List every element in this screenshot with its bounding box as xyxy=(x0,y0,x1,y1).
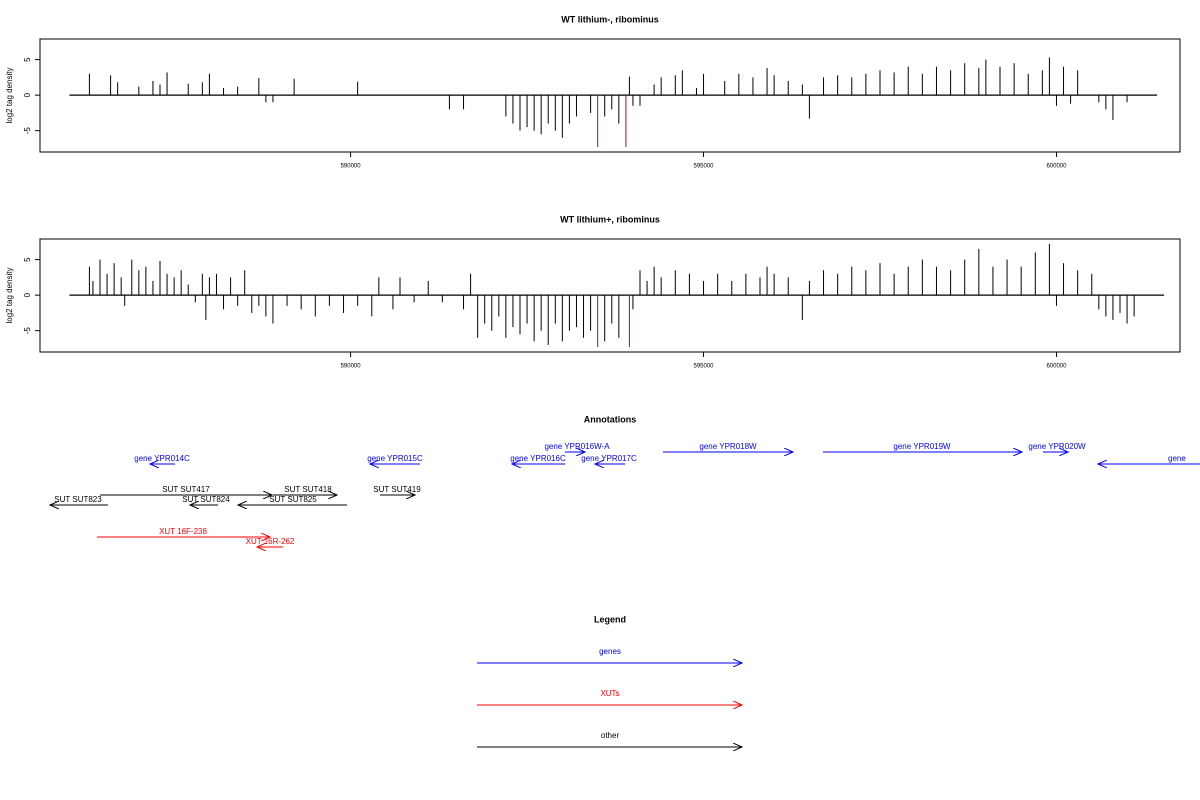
feature-label: gene YPR016C xyxy=(510,454,566,463)
feature-label: gene YPR017C xyxy=(581,454,637,463)
y-axis-label: log2 tag density xyxy=(5,267,14,323)
chart-title: WT lithium+, ribominus xyxy=(560,214,660,224)
x-tick-label: 595000 xyxy=(694,364,715,370)
y-tick-label: -5 xyxy=(23,327,32,335)
chart-title: WT lithium-, ribominus xyxy=(561,14,659,24)
y-tick-label: 5 xyxy=(23,257,32,262)
x-tick-label: 590000 xyxy=(341,164,362,170)
x-tick-label: 600000 xyxy=(1046,364,1067,370)
y-tick-label: 0 xyxy=(23,292,32,297)
x-tick-label: 590000 xyxy=(341,364,362,370)
x-tick-label: 595000 xyxy=(694,164,715,170)
legend-label: other xyxy=(601,731,620,740)
feature-label: gene YPR019W xyxy=(893,442,951,451)
feature-label: XUT 16R-262 xyxy=(246,537,295,546)
feature-label: SUT SUT418 xyxy=(284,485,332,494)
y-tick-label: -5 xyxy=(23,127,32,135)
legend-label: XUTs xyxy=(600,689,619,698)
feature-label: gene YPR018W xyxy=(699,442,757,451)
feature-label: SUT SUT825 xyxy=(269,495,317,504)
feature-label: gene YPR014C xyxy=(134,454,190,463)
feature-label: gene YPR016W-A xyxy=(544,442,610,451)
feature-label: gene YPR015C xyxy=(367,454,423,463)
legend-label: genes xyxy=(599,647,621,656)
y-tick-label: 5 xyxy=(23,57,32,62)
feature-label: SUT SUT417 xyxy=(162,485,210,494)
feature-label: SUT SUT824 xyxy=(182,495,230,504)
feature-label: XUT 16F-238 xyxy=(159,527,207,536)
feature-label: gene xyxy=(1168,454,1186,463)
feature-label: SUT SUT419 xyxy=(373,485,421,494)
legend-title: Legend xyxy=(594,614,626,624)
y-tick-label: 0 xyxy=(23,92,32,97)
feature-label: gene YPR020W xyxy=(1028,442,1086,451)
y-axis-label: log2 tag density xyxy=(5,67,14,123)
feature-label: SUT SUT823 xyxy=(54,495,102,504)
annotations-title: Annotations xyxy=(584,414,637,424)
x-tick-label: 600000 xyxy=(1046,164,1067,170)
